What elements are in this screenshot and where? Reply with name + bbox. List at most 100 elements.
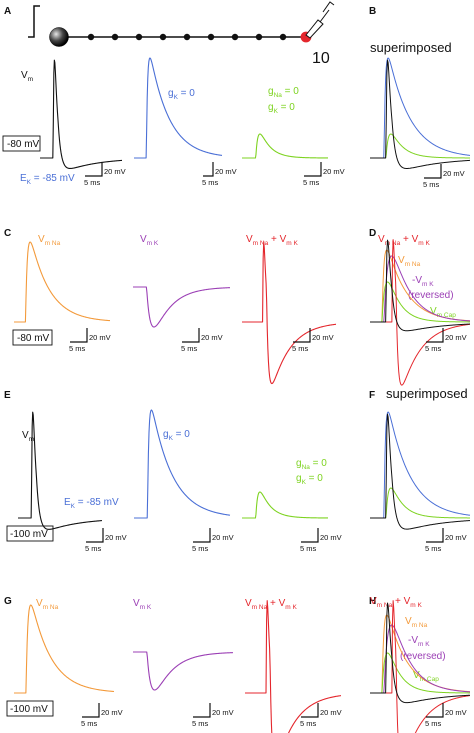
scale-bar-time-label: 5 ms (192, 719, 209, 728)
row-g: Vm Na Vm K Vm Na + Vm K -100 mV Vm Na + … (6, 596, 446, 717)
dendrite-compartment (111, 33, 119, 41)
scale-bar-voltage-label: 20 mV (212, 533, 234, 542)
panel-label-b: B (369, 6, 376, 17)
dendrite-compartment (159, 33, 167, 41)
trace-h-black (370, 602, 471, 704)
soma-icon (49, 27, 69, 47)
trace-f-blue (370, 411, 471, 519)
scale-bar-time-label: 5 ms (84, 178, 101, 187)
scale-bar-time-label: 5 ms (300, 719, 317, 728)
panel-label-c: C (4, 228, 11, 239)
reversed-note-h: (reversed) (400, 651, 446, 662)
scale-bar-voltage-label: 20 mV (320, 533, 342, 542)
vmna-label-c: Vm Na (38, 234, 61, 247)
trace-f-black (370, 413, 471, 530)
trace-vmk-g (133, 651, 234, 691)
panel-label-e: E (4, 390, 11, 401)
trace-sum-g (245, 600, 342, 733)
sum-label-d: Vm Na + Vm K (378, 234, 431, 247)
scale-bar-time-label: 5 ms (69, 344, 86, 353)
gk-zero-label-e: gK = 0 (163, 429, 190, 442)
scale-bar-lines (85, 162, 103, 177)
scale-bar-lines (193, 703, 211, 718)
scale-bar-voltage-label: 20 mV (101, 708, 123, 717)
trace-f-green (370, 487, 470, 519)
scale-bar-time-label: 5 ms (202, 178, 219, 187)
scale-bar-voltage-label: 20 mV (320, 708, 342, 717)
electrode-icon (305, 1, 335, 39)
holding-potential-box-e (6, 525, 54, 542)
scale-bar-time-label: 5 ms (300, 544, 317, 553)
dendrite-compartment (279, 33, 287, 41)
trace-b-black (370, 59, 471, 169)
trace-gna0-e (241, 491, 329, 519)
scale-bar-time-label: 5 ms (303, 178, 320, 187)
gk-zero-label-e2: gK = 0 (296, 473, 323, 486)
dendrite-compartment (183, 33, 191, 41)
scalebar-a2: 5 ms 20 mV (202, 162, 237, 187)
trace-vmk-c (133, 286, 231, 328)
scale-bar-lines (70, 328, 88, 343)
dendrite-compartments (87, 33, 287, 41)
scale-bar-voltage-label: 20 mV (215, 167, 237, 176)
scale-bar-time-label: 5 ms (425, 344, 442, 353)
scale-bar-voltage-label: 20 mV (105, 533, 127, 542)
holding-potential-box-c (12, 329, 53, 346)
superimposed-label-f: superimposed (386, 386, 468, 401)
gk-zero-label-a2: gK = 0 (268, 102, 295, 115)
trace-b-blue (370, 57, 471, 159)
sum-label-c: Vm Na + Vm K (246, 234, 299, 247)
reversed-vmk-label-h: -Vm K (408, 635, 430, 648)
sum-label-g: Vm Na + Vm K (245, 598, 298, 611)
holding-potential-c: -80 mV (17, 333, 50, 344)
scale-bar-time-label: 5 ms (425, 544, 442, 553)
voltage-traces (14, 57, 471, 733)
gk-zero-label-a: gK = 0 (168, 88, 195, 101)
scale-bar-voltage-label: 20 mV (201, 333, 223, 342)
scale-bar-lines (203, 162, 214, 177)
scale-bar-time-label: 5 ms (425, 719, 442, 728)
panel-label-h: H (369, 596, 376, 607)
scale-bar-voltage-label: 20 mV (104, 167, 126, 176)
dendrite-compartment (87, 33, 95, 41)
scale-bar-voltage-label: 20 mV (212, 708, 234, 717)
holding-potential-g: -100 mV (10, 704, 48, 715)
scale-bar-time-label: 5 ms (81, 719, 98, 728)
ek-label-e: EK = -85 mV (64, 497, 119, 510)
scale-bar-lines (86, 528, 104, 543)
vm-label-e: Vm (22, 430, 34, 443)
scale-bar-lines (304, 162, 322, 177)
scale-bar-time-label: 5 ms (192, 544, 209, 553)
trace-vm-a (39, 59, 123, 170)
gna-zero-label-e: gNa = 0 (296, 458, 327, 471)
vmk-label-c: Vm K (140, 234, 159, 247)
panel-label-f: F (369, 390, 375, 401)
row-a: Vm -80 mV EK = -85 mV gK = 0 gNa = 0 gK … (2, 40, 452, 186)
scale-bar-lines (193, 528, 211, 543)
holding-potential-box-g (6, 700, 54, 717)
scale-bar-voltage-label: 20 mV (445, 708, 467, 717)
ek-label-a: EK = -85 mV (20, 173, 75, 186)
scale-bar-lines (426, 703, 444, 718)
panel-label-g: G (4, 596, 12, 607)
dendrite-compartment (207, 33, 215, 41)
scale-bar-voltage-label: 20 mV (443, 169, 465, 178)
scale-bar-voltage-label: 20 mV (89, 333, 111, 342)
trace-d-black (370, 239, 471, 332)
holding-potential-e: -100 mV (10, 529, 48, 540)
scale-bar-time-label: 5 ms (181, 344, 198, 353)
trace-d-red (370, 239, 471, 386)
holding-potential-a: -80 mV (7, 139, 40, 150)
scale-bar-voltage-label: 20 mV (445, 333, 467, 342)
superimposed-label-b: superimposed (370, 40, 452, 55)
